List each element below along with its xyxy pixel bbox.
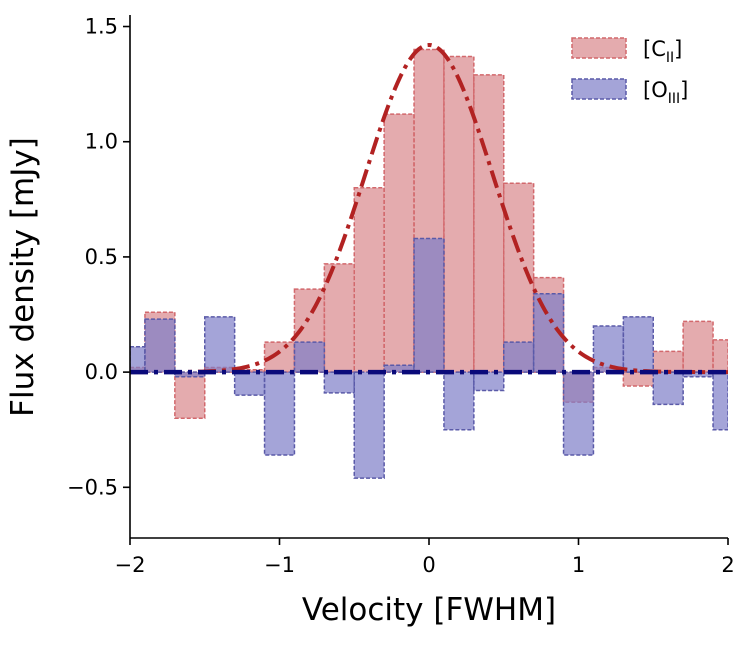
x-tick-label-2: 0	[422, 553, 435, 577]
oiii-bar-17	[622, 316, 654, 373]
oiii-bar-15	[562, 371, 595, 456]
oiii-bars	[130, 237, 728, 479]
legend-label-oiii: [OIII]	[643, 78, 688, 107]
y-axis-label: Flux density [mJy]	[5, 137, 41, 417]
y-tick-label-2: 0.5	[85, 245, 118, 269]
cii-bar-8	[353, 187, 385, 373]
legend: [CII] [OIII]	[571, 37, 688, 107]
y-tick-label-1: 0.0	[85, 360, 118, 384]
oiii-bar-1	[144, 318, 176, 373]
fit-lines	[130, 42, 728, 375]
oiii-bar-20	[712, 371, 728, 431]
x-tick-label-1: −1	[264, 553, 295, 577]
legend-swatch-oiii	[571, 78, 627, 100]
oiii-bar-0	[130, 346, 146, 373]
cii-bar-12	[473, 74, 505, 373]
cii-bar-19	[682, 320, 714, 373]
oiii-bar-4	[233, 371, 266, 396]
x-tick-label-3: 1	[572, 553, 585, 577]
oiii-bar-12	[473, 371, 505, 392]
legend-swatch-cii	[571, 37, 627, 59]
x-axis-label: Velocity [FWHM]	[302, 592, 556, 628]
cii-bar-2	[174, 371, 206, 419]
y-ticks: −0.5 0.0 0.5 1.0 1.5	[67, 15, 130, 499]
y-tick-label-4: 1.5	[85, 15, 118, 39]
y-tick-label-3: 1.0	[85, 130, 118, 154]
cii-bar-20	[712, 339, 728, 373]
oiii-bar-14	[532, 293, 565, 373]
legend-label-cii: [CII]	[643, 37, 682, 66]
x-tick-label-4: 2	[721, 553, 734, 577]
oiii-bar-5	[263, 371, 296, 456]
cii-fit-line	[130, 42, 728, 375]
x-tick-label-0: −2	[115, 553, 146, 577]
oiii-bar-10	[413, 237, 445, 373]
oiii-bar-7	[323, 371, 356, 394]
cii-bar-9	[383, 113, 415, 373]
oiii-bar-6	[293, 341, 326, 373]
oiii-bar-8	[353, 371, 385, 479]
y-tick-label-0: −0.5	[67, 475, 118, 499]
oiii-bar-11	[443, 371, 475, 431]
oiii-bar-13	[503, 341, 535, 373]
cii-bar-18	[652, 350, 684, 373]
x-ticks: −2 −1 0 1 2	[115, 538, 735, 577]
oiii-bar-16	[592, 325, 625, 373]
oiii-bar-18	[652, 371, 684, 406]
oiii-bar-3	[204, 316, 236, 373]
cii-bar-11	[443, 55, 475, 373]
